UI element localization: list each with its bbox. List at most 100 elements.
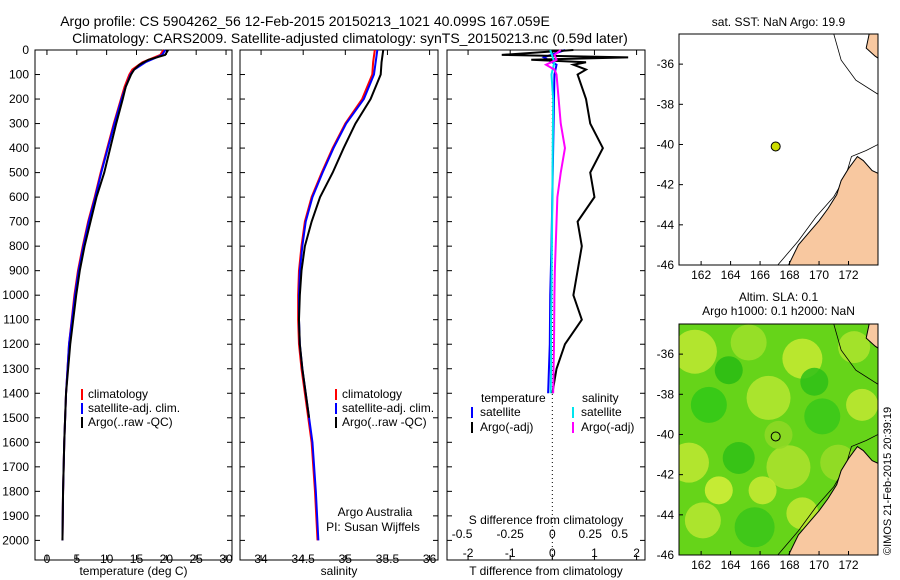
map-xtick-label: 172: [839, 268, 859, 282]
map-xtick-label: 170: [809, 268, 829, 282]
diff-xtick-label: 0: [549, 546, 556, 560]
depth-tick-label: 2000: [2, 533, 29, 547]
diff-xtick-label: -2: [463, 546, 474, 560]
depth-tick-label: 1400: [2, 386, 29, 400]
sla-heatmap-cell: [766, 445, 811, 490]
sla-map-title-2: Argo h1000: 0.1 h2000: NaN: [702, 304, 855, 318]
depth-tick-label: 1300: [2, 362, 29, 376]
diff-legend-label: Argo(-adj): [480, 420, 533, 434]
temp-xtick-label: 0: [44, 552, 51, 566]
map-xtick-label: 168: [780, 268, 800, 282]
north-island-land: [865, 324, 878, 349]
map-ytick-label: -36: [657, 347, 675, 361]
depth-tick-label: 1500: [2, 411, 29, 425]
map-panel-2: 162 164 166 168 170 172 -36 -38 -40 -42 -44 -46 Alti…: [657, 290, 879, 572]
map-xtick-label: 166: [750, 558, 770, 572]
depth-tick-label: 900: [9, 264, 29, 278]
diff-panel: -2 -1 0 1 2 S difference from climatology-0.5…: [446, 49, 646, 578]
temp-xtick-label: 15: [130, 552, 144, 566]
annotation-line-1: Argo Australia: [338, 505, 413, 519]
depth-tick-label: 400: [9, 141, 29, 155]
sal-xtick-label: 36: [423, 552, 437, 566]
sal-series-3: [297, 49, 385, 418]
temp-xtick-label: 25: [190, 552, 204, 566]
annotation-line-2: PI: Susan Wijffels: [326, 520, 420, 534]
map-ytick-label: -40: [657, 427, 675, 441]
map-ytick-label: -38: [657, 387, 675, 401]
depth-tick-label: 0: [22, 43, 29, 57]
sla-heatmap-cell: [679, 442, 709, 483]
map-xtick-label: 162: [691, 558, 711, 572]
depth-tick-label: 1100: [3, 313, 29, 327]
sal-legend-label: climatology: [342, 387, 402, 401]
map-ytick-label: -46: [657, 548, 675, 562]
depth-tick-label: 200: [9, 92, 29, 106]
temp-panel: 0 5 10 15 20 25 300100200300400500600700800900…: [2, 43, 233, 578]
diff-frame: [446, 49, 646, 561]
sal-xtick-label: 35.5: [376, 552, 400, 566]
temp-legend-label: Argo(..raw -QC): [88, 415, 173, 429]
map-ytick-label: -46: [657, 258, 675, 272]
sal-legend-label: satellite-adj. clim.: [342, 401, 434, 415]
temp-xtick-label: 5: [73, 552, 80, 566]
bathymetry-contour: [833, 34, 878, 95]
sla-heatmap-cell: [746, 375, 791, 420]
diff-xtick-top-label: -0.25: [497, 527, 525, 541]
sla-heatmap-cell: [704, 476, 733, 505]
temp-series-3: [61, 49, 169, 541]
diff-xtick-label: 1: [591, 546, 598, 560]
diff-xtick-top-label: 0.5: [611, 527, 628, 541]
depth-tick-label: 1000: [2, 288, 29, 302]
map-xtick-label: 164: [721, 268, 741, 282]
sla-heatmap-cell: [730, 324, 767, 361]
sal-frame: [239, 49, 439, 561]
depth-tick-label: 1700: [2, 460, 29, 474]
imos-timestamp: ©IMOS 21-Feb-2015 20:39:19: [882, 407, 894, 555]
diff-legend-label: satellite: [581, 405, 622, 419]
map-frame: [678, 33, 879, 266]
header-line-1: Argo profile: CS 5904262_56 12-Feb-2015 …: [60, 13, 550, 29]
map-xtick-label: 170: [809, 558, 829, 572]
diff-legend-label: satellite: [480, 405, 521, 419]
sla-heatmap-cell: [734, 507, 775, 548]
sla-heatmap-cell: [684, 502, 721, 539]
map-ytick-label: -44: [657, 218, 675, 232]
sla-heatmap-cell: [714, 356, 743, 385]
diff-series-2: [501, 49, 629, 394]
sla-map-title-1: Altim. SLA: 0.1: [739, 290, 819, 304]
map-content: [679, 324, 878, 555]
sal-xtick-label: 34: [254, 552, 268, 566]
sla-heatmap-cell: [838, 331, 871, 364]
depth-tick-label: 1900: [2, 509, 29, 523]
float-position-marker: [770, 141, 781, 152]
sla-heatmap-cell: [690, 386, 727, 423]
diff-xtick-top-label: 0.25: [579, 527, 603, 541]
diff-xtick-label: 2: [633, 546, 640, 560]
sst-map-title: sat. SST: NaN Argo: 19.9: [712, 15, 846, 29]
map-ytick-label: -42: [657, 468, 675, 482]
sla-heatmap-cell: [804, 398, 841, 435]
depth-tick-label: 1800: [2, 484, 29, 498]
sla-heatmap-cell: [679, 329, 717, 374]
map-xtick-label: 162: [691, 268, 711, 282]
temp-frame: [34, 49, 233, 561]
sla-heatmap-cell: [846, 388, 878, 421]
diff-xlabel-top: S difference from climatology: [469, 513, 624, 527]
sla-heatmap-cell: [764, 420, 793, 449]
sla-heatmap-cell: [800, 367, 829, 396]
sal-legend-label: Argo(..raw -QC): [342, 415, 427, 429]
depth-tick-label: 300: [9, 117, 29, 131]
map-xtick-label: 164: [721, 558, 741, 572]
float-position-marker: [770, 431, 781, 442]
north-island-land: [865, 34, 878, 59]
temp-xlabel: temperature (deg C): [79, 564, 187, 578]
diff-xtick-label: -1: [505, 546, 516, 560]
map-ytick-label: -40: [657, 137, 675, 151]
depth-tick-label: 700: [9, 215, 29, 229]
temp-xtick-label: 20: [160, 552, 174, 566]
temp-legend-label: climatology: [88, 387, 148, 401]
diff-legend-header-t: temperature: [481, 391, 546, 405]
map-ytick-label: -38: [657, 97, 675, 111]
map-content: [679, 34, 878, 265]
